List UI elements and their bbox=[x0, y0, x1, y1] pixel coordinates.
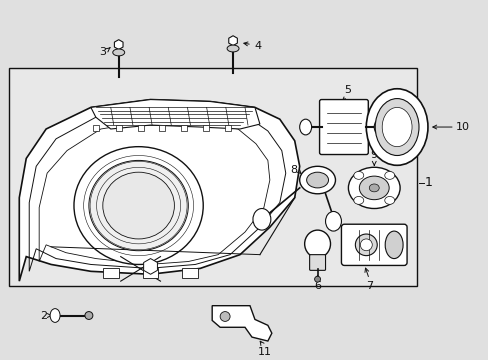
Ellipse shape bbox=[384, 171, 394, 179]
Ellipse shape bbox=[353, 171, 363, 179]
Bar bbox=[203, 125, 209, 131]
Ellipse shape bbox=[360, 239, 371, 251]
Ellipse shape bbox=[304, 230, 330, 258]
Ellipse shape bbox=[299, 119, 311, 135]
Ellipse shape bbox=[102, 172, 174, 239]
FancyBboxPatch shape bbox=[341, 224, 406, 265]
Bar bbox=[9, 68, 416, 286]
Text: 8: 8 bbox=[290, 165, 297, 175]
Ellipse shape bbox=[74, 147, 203, 265]
Text: 2: 2 bbox=[40, 311, 47, 320]
Text: 9: 9 bbox=[370, 150, 377, 161]
Polygon shape bbox=[212, 306, 271, 341]
Bar bbox=[182, 269, 198, 278]
Bar bbox=[93, 125, 99, 131]
Ellipse shape bbox=[374, 99, 418, 156]
Ellipse shape bbox=[113, 49, 124, 56]
Ellipse shape bbox=[89, 161, 188, 251]
Ellipse shape bbox=[373, 118, 387, 136]
Ellipse shape bbox=[325, 211, 341, 231]
Ellipse shape bbox=[359, 176, 388, 200]
Bar bbox=[116, 125, 122, 131]
Ellipse shape bbox=[220, 311, 230, 321]
Ellipse shape bbox=[382, 107, 411, 147]
Text: 5: 5 bbox=[343, 85, 350, 95]
Bar bbox=[142, 269, 158, 278]
Ellipse shape bbox=[347, 167, 399, 208]
Text: 4: 4 bbox=[253, 41, 261, 50]
Text: 7: 7 bbox=[365, 281, 372, 291]
Bar bbox=[181, 125, 187, 131]
Bar bbox=[102, 269, 119, 278]
Text: 6: 6 bbox=[313, 281, 321, 291]
Ellipse shape bbox=[50, 309, 60, 322]
Text: 10: 10 bbox=[455, 122, 469, 132]
Polygon shape bbox=[19, 100, 299, 281]
Text: 11: 11 bbox=[257, 347, 271, 357]
Polygon shape bbox=[91, 100, 260, 129]
Text: 1: 1 bbox=[424, 176, 432, 189]
Ellipse shape bbox=[384, 197, 394, 204]
FancyBboxPatch shape bbox=[309, 255, 325, 270]
Ellipse shape bbox=[299, 166, 335, 194]
Bar bbox=[159, 125, 165, 131]
Ellipse shape bbox=[366, 89, 427, 165]
Ellipse shape bbox=[314, 276, 320, 282]
Ellipse shape bbox=[368, 184, 379, 192]
Ellipse shape bbox=[385, 231, 402, 258]
Ellipse shape bbox=[226, 45, 239, 52]
Ellipse shape bbox=[85, 311, 93, 319]
Ellipse shape bbox=[306, 172, 328, 188]
FancyBboxPatch shape bbox=[319, 100, 367, 154]
Bar bbox=[224, 125, 231, 131]
Ellipse shape bbox=[353, 197, 363, 204]
Text: 3: 3 bbox=[99, 48, 105, 58]
Ellipse shape bbox=[355, 234, 376, 256]
Bar bbox=[137, 125, 143, 131]
Ellipse shape bbox=[252, 208, 270, 230]
